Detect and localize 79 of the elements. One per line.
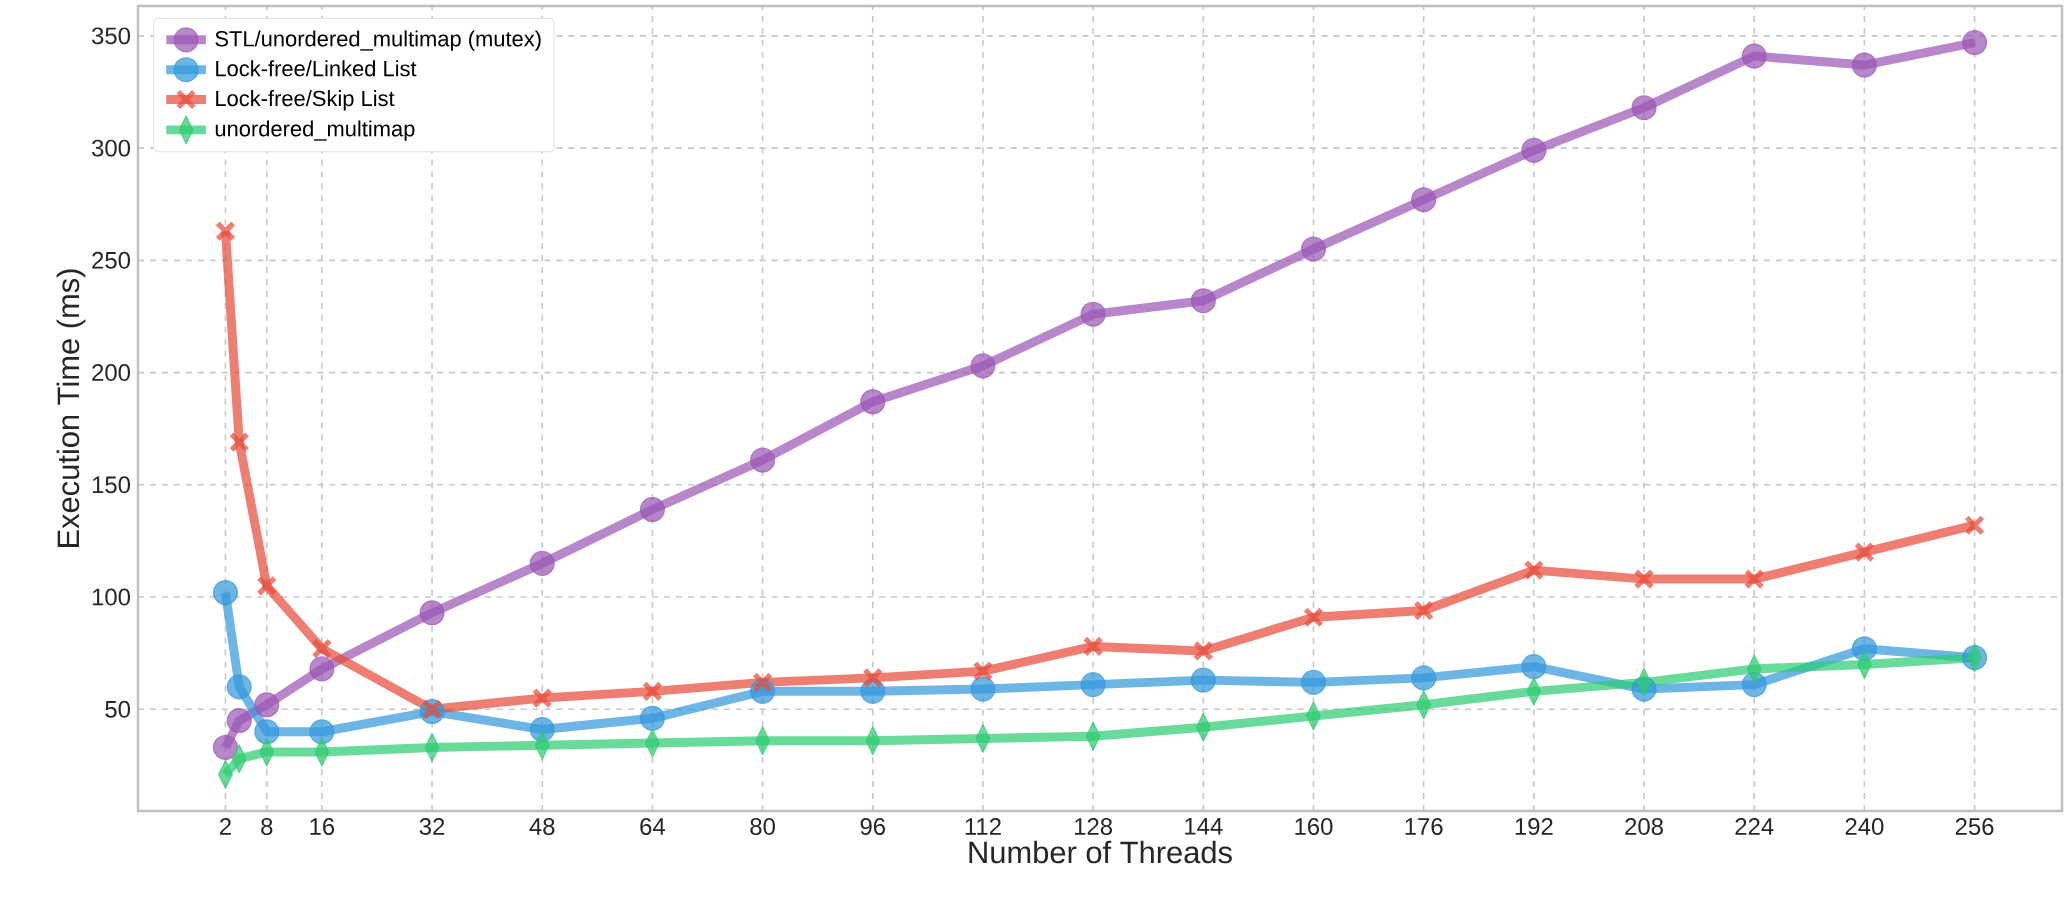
point: [1854, 541, 1875, 563]
point: [311, 638, 333, 660]
y-axis-title: Execution Time (ms): [56, 269, 86, 547]
x-tick-label: 160: [1295, 818, 1333, 835]
x-tick-label: 192: [1515, 818, 1553, 835]
point: [226, 674, 252, 700]
point: [1521, 137, 1547, 163]
point: [972, 660, 994, 682]
point: [1411, 187, 1437, 213]
point: [642, 681, 663, 702]
point: [1523, 559, 1545, 581]
x-tick-label: 144: [1185, 818, 1223, 835]
point: [226, 707, 252, 734]
y-tick-label: 250: [92, 251, 131, 269]
point: [529, 550, 555, 576]
point: [1082, 636, 1104, 657]
x-tick-label: 32: [419, 818, 445, 835]
x-tick-label: 16: [310, 818, 335, 835]
y-tick-label: 300: [91, 139, 131, 157]
legend-label: unordered_multimap: [215, 120, 415, 141]
point: [1300, 236, 1327, 262]
point: [1962, 30, 1988, 56]
point: [1080, 301, 1106, 327]
point: [421, 698, 443, 720]
point: [1631, 95, 1657, 121]
point: [1411, 665, 1437, 691]
point: [531, 687, 553, 709]
x-tick-label: 8: [261, 818, 273, 835]
x-tick-label: 224: [1735, 818, 1774, 835]
point: [1190, 667, 1216, 693]
point: [228, 431, 250, 453]
point: [970, 676, 996, 702]
point: [254, 719, 280, 745]
y-tick-label: 50: [105, 700, 131, 718]
point: [639, 496, 665, 523]
point: [750, 447, 776, 473]
point: [212, 734, 239, 761]
point: [309, 719, 335, 745]
point: [309, 656, 335, 682]
x-tick-label: 176: [1405, 818, 1443, 835]
point: [254, 692, 280, 718]
x-tick-label: 208: [1625, 818, 1663, 835]
point: [215, 220, 236, 242]
point: [639, 705, 665, 731]
x-tick-label: 256: [1955, 818, 1994, 835]
x-tick-label: 48: [529, 818, 555, 835]
x-tick-label: 128: [1074, 818, 1113, 835]
point: [1192, 640, 1214, 662]
legend-label: STL/unordered_multimap (mutex): [215, 30, 541, 51]
y-tick-label: 100: [92, 588, 131, 606]
y-tick-label: 350: [91, 27, 131, 45]
point: [1303, 606, 1324, 628]
point: [419, 600, 445, 626]
point: [970, 353, 996, 379]
x-tick-label: 96: [860, 818, 886, 835]
point: [1413, 600, 1435, 621]
y-tick-label: 200: [92, 364, 131, 382]
x-tick-label: 240: [1845, 818, 1884, 835]
x-tick-label: 80: [750, 818, 775, 835]
point: [1851, 52, 1877, 78]
legend-label: Lock-free/Linked List: [216, 60, 417, 77]
point: [862, 667, 884, 689]
point: [1080, 672, 1106, 698]
point: [212, 580, 239, 606]
point: [1743, 568, 1765, 590]
legend-label: Lock-free/Skip List: [216, 90, 395, 111]
point: [1741, 43, 1767, 69]
point: [1190, 288, 1216, 314]
point: [1633, 568, 1655, 590]
point: [256, 575, 278, 597]
x-tick-label: 64: [640, 818, 665, 835]
point: [1521, 654, 1547, 680]
x-tick-label: 112: [965, 818, 1001, 835]
x-tick-label: 2: [220, 818, 231, 835]
point: [1300, 669, 1327, 695]
y-tick-label: 150: [92, 476, 131, 494]
point: [860, 389, 886, 415]
point: [1964, 514, 1985, 536]
x-axis-title: Number of Threads: [969, 840, 1232, 864]
